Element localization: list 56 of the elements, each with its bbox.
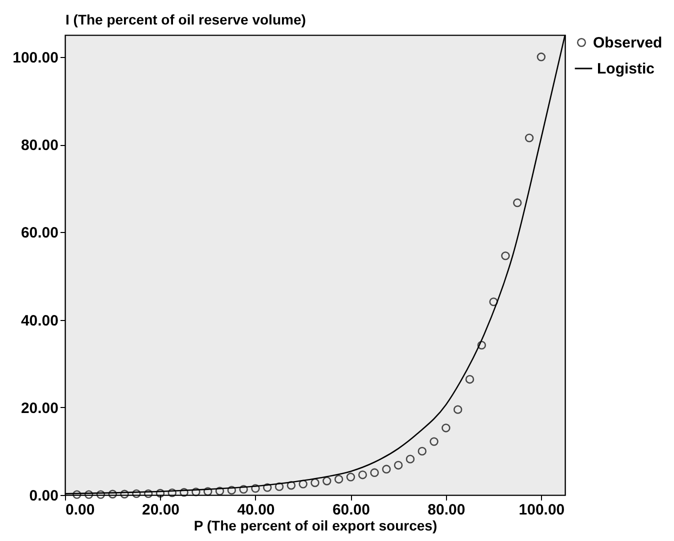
x-axis-title: P (The percent of oil export sources): [194, 518, 438, 534]
point: [144, 489, 153, 498]
point: [274, 482, 284, 492]
point: [501, 251, 510, 260]
point: [286, 481, 296, 490]
x-tick-label: 80.00: [428, 502, 466, 518]
point: [454, 405, 462, 414]
legend-label: Observed: [593, 34, 662, 52]
y-tick-label: 80.00: [20, 137, 58, 154]
y-axis-title: I (The percent of oil reserve volume): [66, 12, 306, 28]
point: [156, 488, 165, 498]
point: [251, 484, 260, 493]
y-tick-label: 0.00: [29, 488, 58, 504]
point: [536, 52, 546, 62]
point: [180, 488, 188, 497]
point: [322, 476, 332, 486]
point: [227, 486, 236, 495]
x-tick-label: 0.00: [66, 502, 95, 518]
point: [310, 478, 320, 488]
point: [418, 446, 426, 456]
point: [394, 460, 403, 470]
point: [489, 297, 498, 306]
point: [84, 490, 94, 499]
point: [477, 340, 486, 350]
point: [239, 484, 248, 494]
point: [192, 488, 200, 496]
point: [358, 470, 367, 480]
x-tick-label: 60.00: [332, 502, 370, 518]
point: [96, 490, 106, 499]
x-tick-label: 100.00: [518, 502, 565, 518]
y-tick-label: 40.00: [20, 312, 58, 330]
point: [298, 480, 308, 488]
point: [168, 488, 176, 498]
x-tick-label: 40.00: [237, 502, 275, 518]
point: [346, 472, 356, 482]
point: [524, 134, 534, 142]
point: [120, 490, 129, 498]
legend-label: Logistic: [597, 60, 655, 78]
point: [72, 490, 82, 499]
point: [204, 487, 212, 496]
point: [370, 468, 379, 478]
point: [263, 483, 272, 492]
point: [442, 424, 450, 432]
y-tick-label: 100.00: [12, 49, 58, 66]
y-tick-label: 60.00: [20, 224, 58, 242]
point: [382, 464, 391, 474]
point: [513, 198, 522, 208]
point: [108, 490, 117, 498]
point: [465, 374, 474, 384]
x-tick-label: 20.00: [142, 502, 180, 518]
y-tick-label: 20.00: [20, 400, 58, 417]
point: [334, 474, 344, 484]
point: [430, 437, 438, 446]
point: [215, 486, 224, 496]
point: [406, 454, 415, 464]
point: [132, 489, 141, 498]
